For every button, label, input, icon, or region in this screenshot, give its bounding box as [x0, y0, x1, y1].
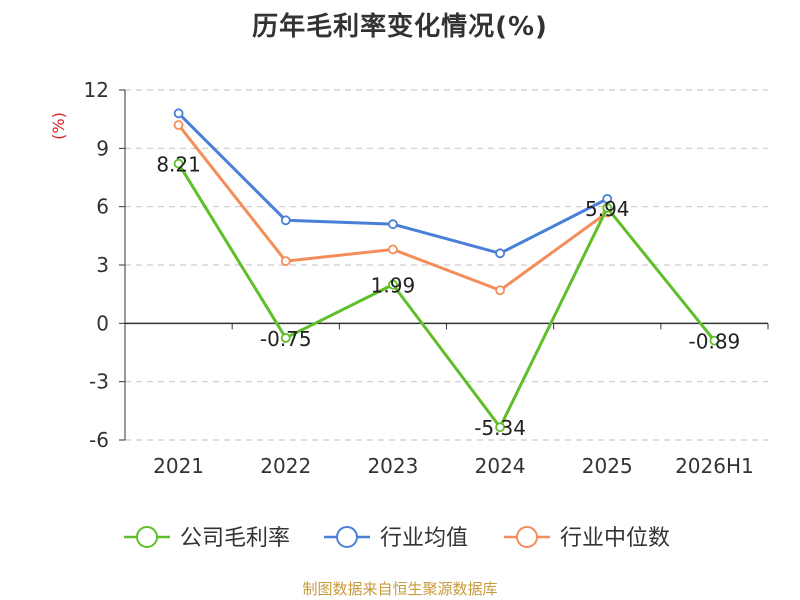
legend-item[interactable]: 行业中位数 — [504, 526, 670, 551]
source-note: 制图数据来自恒生聚源数据库 — [302, 580, 498, 598]
x-tick-label: 2024 — [475, 454, 526, 478]
x-tick-label: 2021 — [153, 454, 204, 478]
data-point — [495, 422, 505, 433]
series-line — [177, 162, 716, 429]
data-labels: 8.21 -0.75 1.99 -5.34 5.94 -0.89 — [156, 153, 740, 440]
data-point — [280, 215, 291, 226]
y-axis-label: (%) — [49, 112, 68, 140]
y-tick-label: 0 — [96, 311, 109, 335]
y-tick-label: 6 — [96, 195, 109, 219]
x-tick-label: 2025 — [582, 454, 633, 478]
legend-marker — [516, 526, 538, 548]
data-label: 1.99 — [371, 274, 416, 298]
y-tick-label: -3 — [89, 370, 109, 394]
data-label: 8.21 — [156, 153, 201, 177]
legend-item[interactable]: 行业均值 — [324, 526, 468, 551]
chart-title: 历年毛利率变化情况(%) — [252, 12, 548, 42]
x-tick-label: 2022 — [260, 454, 311, 478]
data-label: -0.75 — [260, 327, 312, 351]
legend[interactable]: 公司毛利率 行业均值 行业中位数 — [124, 526, 670, 551]
data-point — [495, 248, 505, 259]
y-tick-labels: 12 9 6 3 0 -3 -6 — [84, 78, 109, 452]
legend-label: 行业中位数 — [560, 526, 670, 551]
data-label: -0.89 — [689, 330, 741, 354]
data-point — [602, 193, 613, 204]
axes — [119, 89, 769, 441]
legend-marker — [336, 526, 358, 548]
legend-label: 公司毛利率 — [180, 526, 290, 551]
grid-lines — [125, 89, 768, 441]
data-point — [388, 244, 398, 255]
legend-label: 行业均值 — [380, 526, 468, 551]
legend-marker — [136, 526, 158, 548]
data-point — [173, 158, 184, 169]
x-tick-label: 2023 — [367, 454, 418, 478]
data-label: -5.34 — [474, 416, 526, 440]
data-point — [173, 108, 184, 119]
data-point — [495, 285, 505, 296]
series-lines — [173, 108, 720, 433]
x-tick-labels: 2021 2022 2023 2024 2025 2026H1 — [153, 454, 754, 478]
data-point — [388, 219, 398, 230]
data-point — [602, 202, 613, 213]
y-tick-label: 12 — [84, 78, 109, 102]
data-point — [280, 256, 291, 267]
data-point — [173, 120, 184, 130]
series-line — [177, 112, 608, 255]
legend-item[interactable]: 公司毛利率 — [124, 526, 290, 551]
data-point — [280, 333, 291, 343]
data-point — [388, 279, 398, 290]
x-tick-label: 2026H1 — [675, 454, 754, 478]
y-tick-label: -6 — [89, 428, 109, 452]
data-point — [709, 335, 720, 346]
data-label: 5.94 — [585, 197, 630, 221]
y-tick-label: 9 — [96, 136, 109, 160]
y-tick-label: 3 — [96, 253, 109, 277]
